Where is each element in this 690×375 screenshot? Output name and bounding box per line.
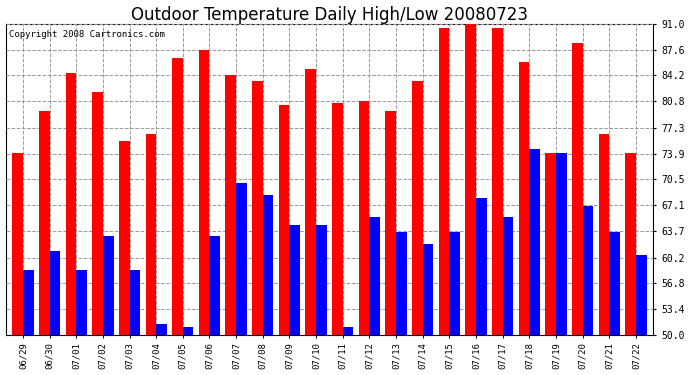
Bar [476, 198, 486, 335]
Bar [529, 149, 540, 335]
Bar [172, 58, 183, 335]
Text: Copyright 2008 Cartronics.com: Copyright 2008 Cartronics.com [9, 30, 165, 39]
Bar [582, 206, 593, 335]
Bar [412, 81, 423, 335]
Bar [236, 183, 247, 335]
Bar [12, 153, 23, 335]
Bar [332, 104, 343, 335]
Bar [279, 105, 289, 335]
Bar [76, 270, 87, 335]
Bar [423, 244, 433, 335]
Bar [66, 73, 76, 335]
Bar [316, 225, 327, 335]
Bar [146, 134, 156, 335]
Bar [465, 24, 476, 335]
Bar [23, 270, 34, 335]
Bar [369, 217, 380, 335]
Bar [439, 27, 449, 335]
Bar [556, 153, 566, 335]
Bar [545, 153, 556, 335]
Bar [306, 69, 316, 335]
Bar [636, 255, 647, 335]
Bar [449, 232, 460, 335]
Bar [263, 195, 273, 335]
Bar [572, 43, 582, 335]
Bar [625, 153, 636, 335]
Bar [503, 217, 513, 335]
Bar [519, 62, 529, 335]
Title: Outdoor Temperature Daily High/Low 20080723: Outdoor Temperature Daily High/Low 20080… [131, 6, 528, 24]
Bar [609, 232, 620, 335]
Bar [103, 236, 114, 335]
Bar [289, 225, 300, 335]
Bar [210, 236, 220, 335]
Bar [119, 141, 130, 335]
Bar [396, 232, 406, 335]
Bar [599, 134, 609, 335]
Bar [156, 324, 167, 335]
Bar [226, 75, 236, 335]
Bar [343, 327, 353, 335]
Bar [199, 50, 210, 335]
Bar [492, 27, 503, 335]
Bar [386, 111, 396, 335]
Bar [359, 101, 369, 335]
Bar [130, 270, 140, 335]
Bar [183, 327, 193, 335]
Bar [252, 81, 263, 335]
Bar [50, 251, 60, 335]
Bar [39, 111, 50, 335]
Bar [92, 92, 103, 335]
